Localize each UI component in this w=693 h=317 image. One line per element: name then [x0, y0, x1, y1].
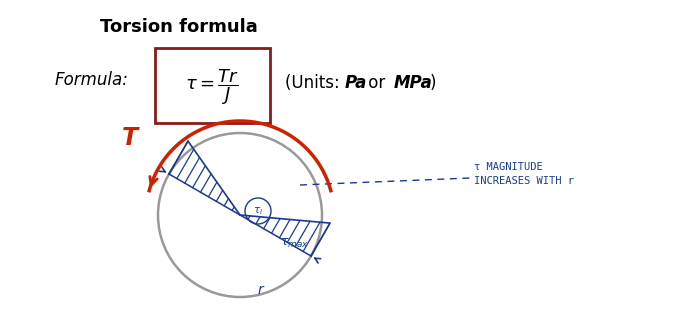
Text: MPa: MPa	[394, 74, 433, 92]
Bar	[155, 48, 270, 123]
Text: Pa: Pa	[345, 74, 367, 92]
Text: ): )	[430, 74, 437, 92]
Text: $\tau_i$: $\tau_i$	[253, 205, 263, 217]
Text: Formula:: Formula:	[55, 71, 129, 89]
Text: τ MAGNITUDE: τ MAGNITUDE	[474, 162, 543, 172]
Text: T: T	[122, 126, 138, 150]
Text: r: r	[257, 283, 263, 297]
Text: $\tau = \dfrac{Tr}{J}$: $\tau = \dfrac{Tr}{J}$	[185, 68, 240, 107]
Text: or: or	[363, 74, 390, 92]
Text: (Units:: (Units:	[285, 74, 345, 92]
Text: Torsion formula: Torsion formula	[100, 18, 258, 36]
Text: $\tau_{max}$: $\tau_{max}$	[280, 236, 308, 249]
Text: INCREASES WITH r: INCREASES WITH r	[474, 176, 574, 186]
